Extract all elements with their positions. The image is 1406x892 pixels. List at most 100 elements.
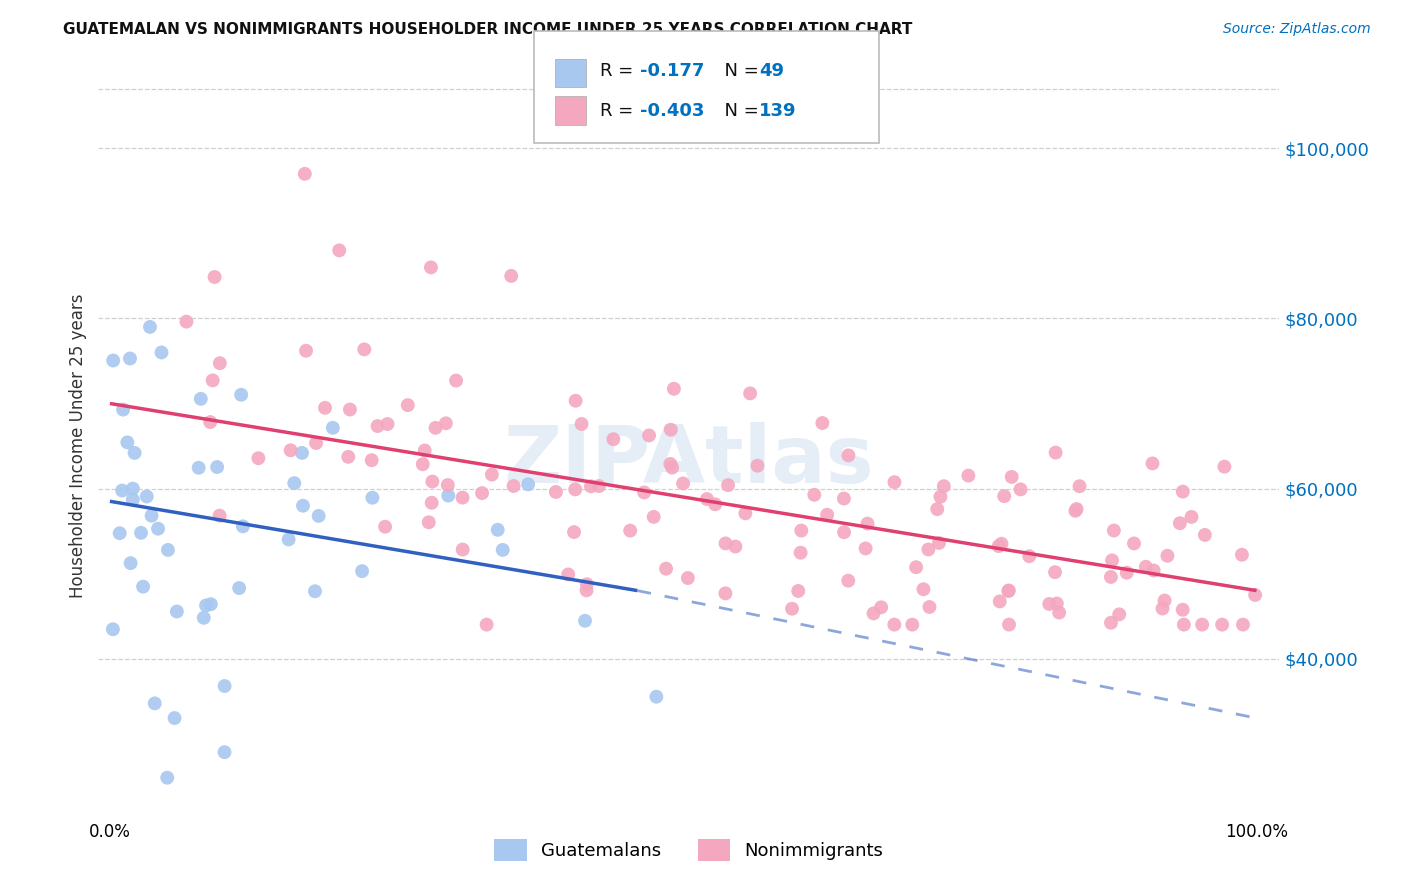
Point	[103, 353, 125, 368]
Text: GUATEMALAN VS NONIMMIGRANTS HOUSEHOLDER INCOME UNDER 25 YEARS CORRELATION CHART: GUATEMALAN VS NONIMMIGRANTS HOUSEHOLDER …	[63, 22, 912, 37]
Point	[901, 617, 924, 632]
Point	[361, 491, 384, 505]
Point	[790, 524, 813, 538]
Point	[208, 356, 231, 370]
Point	[214, 745, 236, 759]
Point	[135, 490, 157, 504]
Point	[870, 600, 893, 615]
Point	[837, 449, 859, 463]
Point	[193, 611, 215, 625]
Point	[228, 581, 250, 595]
Point	[124, 446, 146, 460]
Point	[314, 401, 336, 415]
Point	[811, 416, 834, 430]
Point	[166, 605, 188, 619]
Point	[557, 567, 579, 582]
Text: 139: 139	[759, 102, 797, 120]
Point	[1101, 553, 1123, 567]
Legend: Guatemalans, Nonimmigrants: Guatemalans, Nonimmigrants	[488, 832, 890, 869]
Point	[832, 525, 855, 540]
Point	[436, 478, 458, 492]
Point	[929, 490, 952, 504]
Point	[205, 460, 228, 475]
Point	[121, 492, 143, 507]
Point	[295, 343, 318, 358]
Point	[280, 443, 302, 458]
Point	[574, 614, 596, 628]
Point	[1171, 484, 1194, 499]
Point	[724, 540, 747, 554]
Point	[437, 489, 460, 503]
Point	[322, 421, 344, 435]
Point	[856, 516, 879, 531]
Point	[120, 556, 142, 570]
Point	[420, 260, 443, 275]
Point	[789, 546, 811, 560]
Point	[717, 478, 740, 492]
Point	[815, 508, 838, 522]
Point	[1244, 588, 1267, 602]
Point	[562, 525, 585, 540]
Point	[659, 457, 682, 471]
Point	[283, 476, 305, 491]
Point	[633, 485, 655, 500]
Point	[481, 467, 503, 482]
Point	[247, 451, 270, 466]
Point	[418, 515, 440, 529]
Point	[655, 562, 678, 576]
Point	[1135, 559, 1157, 574]
Point	[1099, 570, 1122, 584]
Point	[855, 541, 877, 556]
Point	[396, 398, 419, 412]
Point	[112, 402, 135, 417]
Point	[352, 564, 374, 578]
Point	[291, 499, 314, 513]
Point	[471, 486, 494, 500]
Point	[231, 388, 253, 402]
Point	[987, 539, 1010, 553]
Point	[360, 453, 382, 467]
Point	[734, 506, 756, 520]
Point	[451, 542, 474, 557]
Point	[412, 457, 434, 471]
Point	[932, 479, 955, 493]
Point	[434, 417, 457, 431]
Point	[1153, 593, 1175, 607]
Point	[588, 479, 610, 493]
Point	[492, 542, 515, 557]
Point	[187, 460, 209, 475]
Point	[571, 417, 593, 431]
Point	[1180, 510, 1202, 524]
Point	[163, 711, 186, 725]
Point	[1046, 597, 1069, 611]
Point	[200, 415, 222, 429]
Point	[676, 571, 699, 585]
Point	[195, 599, 218, 613]
Point	[957, 468, 980, 483]
Point	[704, 497, 727, 511]
Point	[1038, 597, 1060, 611]
Point	[517, 477, 540, 491]
Point	[575, 583, 598, 598]
Point	[143, 697, 166, 711]
Point	[413, 443, 436, 458]
Point	[328, 244, 350, 258]
Point	[1018, 549, 1040, 564]
Point	[912, 582, 935, 597]
Point	[214, 679, 236, 693]
Text: N =: N =	[713, 62, 765, 80]
Point	[304, 584, 326, 599]
Point	[1123, 536, 1146, 550]
Point	[1168, 516, 1191, 531]
Point	[1102, 524, 1125, 538]
Point	[1001, 470, 1024, 484]
Point	[201, 373, 224, 387]
Point	[129, 525, 152, 540]
Point	[339, 402, 361, 417]
Point	[1171, 603, 1194, 617]
Point	[422, 475, 444, 489]
Point	[1066, 502, 1088, 516]
Point	[602, 432, 624, 446]
Point	[643, 509, 665, 524]
Point	[787, 584, 810, 599]
